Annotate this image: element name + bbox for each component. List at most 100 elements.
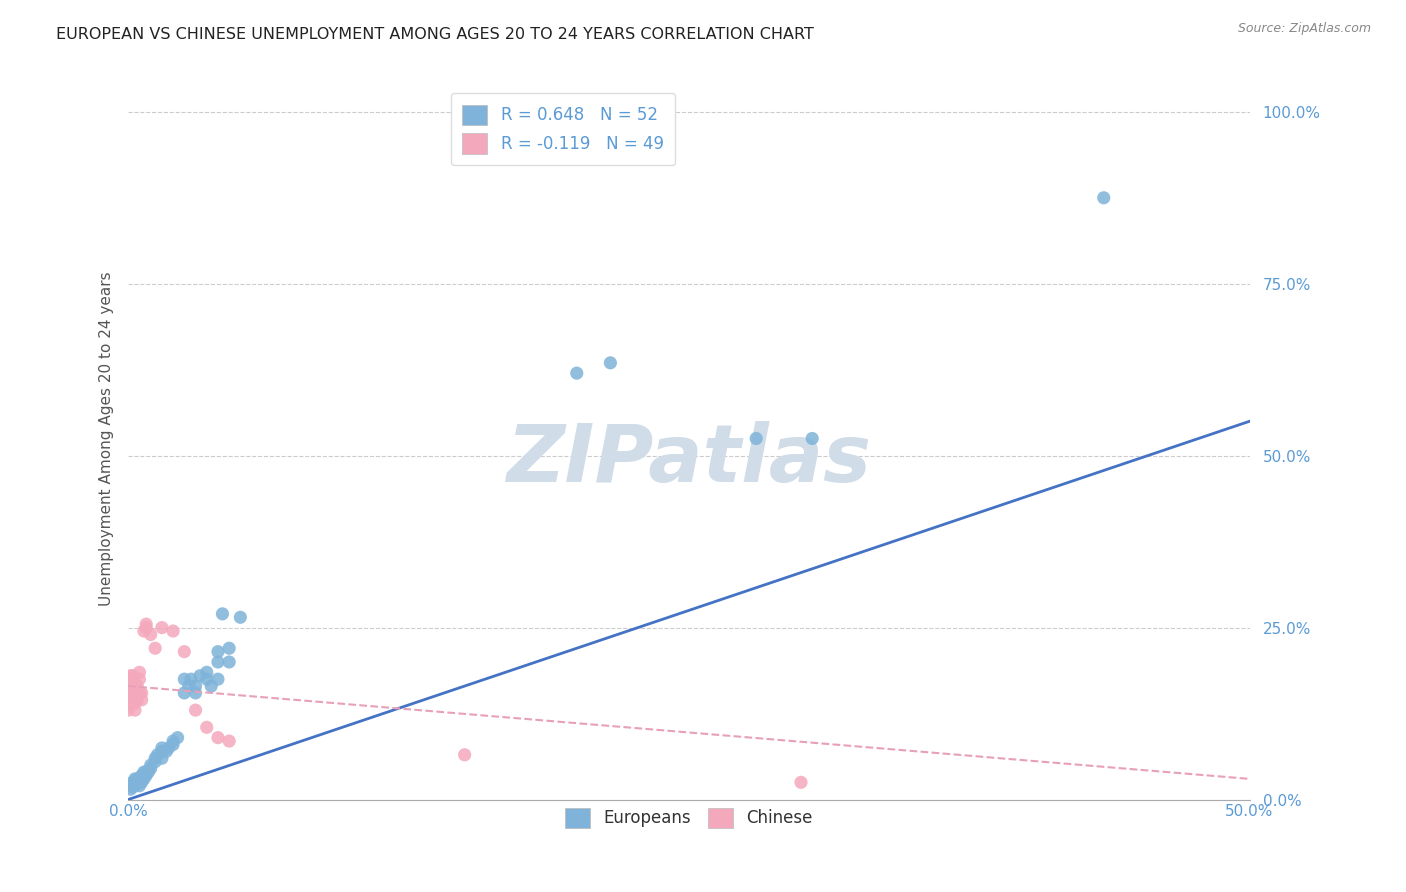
Point xyxy=(177,679,200,693)
Point xyxy=(124,696,146,710)
Point xyxy=(143,641,166,656)
Point xyxy=(117,672,139,686)
Point xyxy=(127,679,149,693)
Point xyxy=(207,672,229,686)
Point xyxy=(135,621,157,635)
Point xyxy=(150,744,173,758)
Point xyxy=(195,720,218,734)
Point xyxy=(124,679,146,693)
Point xyxy=(124,686,146,700)
Point xyxy=(121,780,143,794)
Point xyxy=(117,686,139,700)
Point xyxy=(117,703,139,717)
Point xyxy=(173,686,195,700)
Legend: Europeans, Chinese: Europeans, Chinese xyxy=(558,801,820,835)
Point xyxy=(162,734,184,748)
Point xyxy=(128,665,150,680)
Point xyxy=(138,764,160,779)
Text: EUROPEAN VS CHINESE UNEMPLOYMENT AMONG AGES 20 TO 24 YEARS CORRELATION CHART: EUROPEAN VS CHINESE UNEMPLOYMENT AMONG A… xyxy=(56,27,814,42)
Point xyxy=(218,641,240,656)
Text: Source: ZipAtlas.com: Source: ZipAtlas.com xyxy=(1237,22,1371,36)
Text: ZIPatlas: ZIPatlas xyxy=(506,421,872,500)
Point xyxy=(139,762,162,776)
Point xyxy=(195,672,218,686)
Point xyxy=(207,731,229,745)
Point xyxy=(117,682,139,697)
Point xyxy=(1092,191,1115,205)
Point xyxy=(127,772,149,786)
Point xyxy=(132,772,155,786)
Point xyxy=(211,607,233,621)
Point xyxy=(184,703,207,717)
Point xyxy=(453,747,475,762)
Point xyxy=(120,679,142,693)
Point xyxy=(801,432,824,446)
Point xyxy=(120,672,142,686)
Point xyxy=(207,645,229,659)
Point xyxy=(124,772,146,786)
Point xyxy=(150,751,173,765)
Point xyxy=(218,734,240,748)
Point xyxy=(229,610,252,624)
Y-axis label: Unemployment Among Ages 20 to 24 years: Unemployment Among Ages 20 to 24 years xyxy=(100,271,114,606)
Point xyxy=(139,627,162,641)
Point xyxy=(146,747,169,762)
Point xyxy=(128,779,150,793)
Point xyxy=(150,741,173,756)
Point xyxy=(121,669,143,683)
Point xyxy=(121,679,143,693)
Point xyxy=(127,682,149,697)
Point xyxy=(135,617,157,632)
Point xyxy=(143,755,166,769)
Point xyxy=(565,366,588,380)
Point xyxy=(128,772,150,786)
Point xyxy=(131,693,153,707)
Point xyxy=(120,669,142,683)
Point xyxy=(184,679,207,693)
Point xyxy=(120,690,142,704)
Point xyxy=(157,741,180,756)
Point xyxy=(128,686,150,700)
Point xyxy=(150,621,173,635)
Point xyxy=(132,624,155,638)
Point xyxy=(166,731,188,745)
Point xyxy=(131,686,153,700)
Point xyxy=(135,764,157,779)
Point xyxy=(173,645,195,659)
Point xyxy=(127,693,149,707)
Point xyxy=(143,751,166,765)
Point xyxy=(207,655,229,669)
Point xyxy=(124,703,146,717)
Point xyxy=(139,758,162,772)
Point xyxy=(218,655,240,669)
Point xyxy=(131,768,153,782)
Point xyxy=(121,775,143,789)
Point xyxy=(131,775,153,789)
Point xyxy=(162,738,184,752)
Point xyxy=(127,775,149,789)
Point xyxy=(127,686,149,700)
Point xyxy=(120,686,142,700)
Point xyxy=(128,672,150,686)
Point xyxy=(124,779,146,793)
Point xyxy=(121,693,143,707)
Point xyxy=(135,768,157,782)
Point xyxy=(120,675,142,690)
Point xyxy=(745,432,768,446)
Point xyxy=(121,675,143,690)
Point xyxy=(117,690,139,704)
Point xyxy=(195,665,218,680)
Point xyxy=(120,782,142,797)
Point xyxy=(599,356,621,370)
Point xyxy=(200,679,222,693)
Point xyxy=(121,672,143,686)
Point xyxy=(162,624,184,638)
Point xyxy=(124,675,146,690)
Point xyxy=(184,686,207,700)
Point xyxy=(121,686,143,700)
Point xyxy=(124,682,146,697)
Point xyxy=(155,744,177,758)
Point xyxy=(790,775,813,789)
Point xyxy=(120,779,142,793)
Point xyxy=(188,669,211,683)
